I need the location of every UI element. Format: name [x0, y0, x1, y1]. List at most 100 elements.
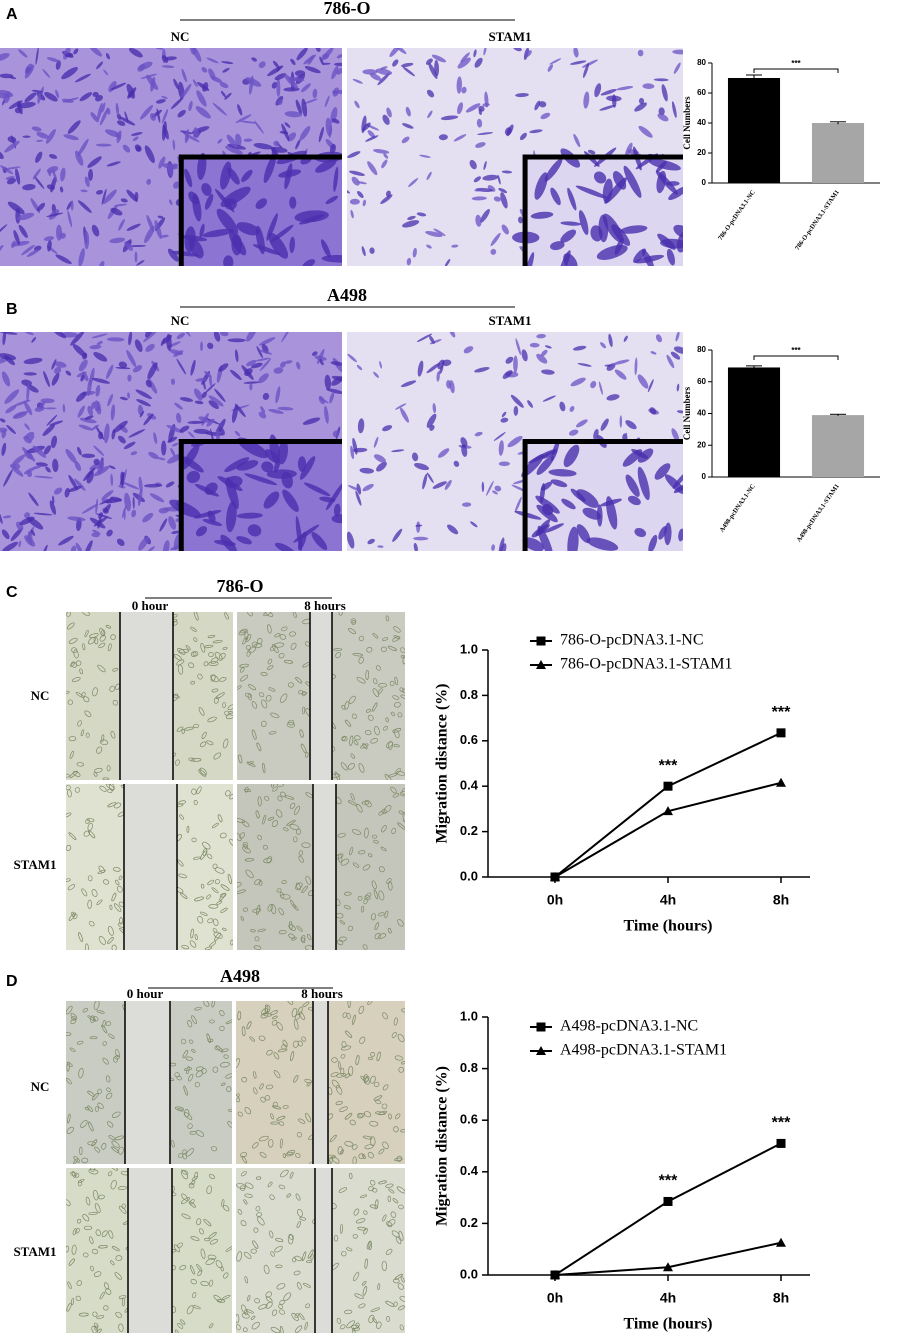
cell [117, 435, 126, 444]
cell [115, 879, 120, 886]
cell [375, 665, 381, 671]
cell [63, 134, 79, 141]
cell [480, 209, 490, 223]
cell [333, 166, 339, 192]
cell [331, 118, 340, 124]
cell [329, 143, 336, 154]
cell [406, 257, 412, 266]
cell [349, 847, 354, 856]
cell [289, 236, 296, 254]
cell [512, 48, 522, 52]
cell [490, 232, 501, 247]
cell [302, 417, 321, 425]
panel-title: A498 [220, 966, 260, 986]
marker [550, 872, 560, 881]
cell [101, 490, 114, 500]
cell [173, 350, 184, 357]
cell [270, 1010, 278, 1016]
cell [213, 696, 219, 704]
cell [245, 645, 251, 650]
cell [122, 482, 140, 490]
cell [206, 418, 215, 427]
panel-label: B [6, 301, 18, 318]
cell [50, 435, 58, 449]
cell [378, 683, 387, 688]
cell [486, 480, 494, 496]
cell [161, 108, 169, 124]
cell [143, 413, 154, 426]
cell [497, 174, 501, 185]
cell [246, 332, 257, 342]
cell [248, 684, 257, 691]
cell [374, 1199, 379, 1210]
cell [373, 371, 380, 378]
cell [46, 414, 58, 426]
cell [600, 342, 607, 349]
cell [106, 161, 121, 167]
significance-label: *** [659, 757, 678, 774]
cell [181, 944, 190, 950]
cell [219, 332, 229, 337]
cell [256, 1216, 265, 1226]
cell [577, 362, 592, 367]
cell [276, 78, 281, 98]
cell [307, 1249, 314, 1259]
cell [66, 1005, 73, 1015]
cell [243, 1252, 252, 1259]
cell [206, 1033, 211, 1044]
cell [234, 349, 239, 363]
cell [374, 725, 380, 736]
cell [352, 447, 368, 453]
cell [381, 808, 387, 814]
cell [42, 69, 51, 79]
wound-gap [315, 1168, 332, 1333]
cell [673, 224, 683, 239]
cell [135, 389, 152, 399]
cell [295, 676, 303, 684]
cell [282, 1153, 286, 1159]
micrograph [66, 1168, 232, 1333]
cell [184, 168, 193, 188]
cell [294, 210, 329, 223]
cell [69, 1047, 76, 1053]
cell [21, 447, 36, 462]
cell [148, 451, 159, 460]
cell [567, 526, 579, 551]
cell [66, 622, 75, 630]
cell [385, 1248, 393, 1256]
cell [42, 424, 55, 436]
cell [89, 1036, 98, 1040]
cell [276, 784, 284, 787]
cell [236, 1314, 240, 1324]
cell [653, 78, 669, 82]
cell [623, 165, 642, 198]
cell [220, 1082, 226, 1086]
cell [181, 68, 187, 83]
cell [66, 1199, 71, 1207]
cell [391, 449, 405, 453]
cell [269, 1194, 275, 1201]
cell [157, 215, 164, 219]
cell [249, 382, 253, 391]
cell [99, 1291, 105, 1300]
cell [106, 529, 113, 537]
cell [299, 126, 311, 141]
cell [342, 1012, 348, 1018]
cell [87, 405, 94, 417]
cell [364, 799, 372, 808]
cell [254, 878, 262, 885]
cell [189, 1131, 197, 1135]
cell [67, 699, 74, 705]
cell [36, 131, 49, 139]
cell [111, 429, 116, 440]
cell [299, 729, 304, 738]
cell [1, 442, 7, 456]
cell [244, 630, 249, 641]
cell [87, 1141, 96, 1146]
cell [414, 462, 430, 471]
cell [108, 1135, 116, 1141]
cell [113, 903, 122, 912]
cell [517, 216, 524, 224]
cell [108, 1230, 114, 1239]
cell [105, 624, 112, 629]
